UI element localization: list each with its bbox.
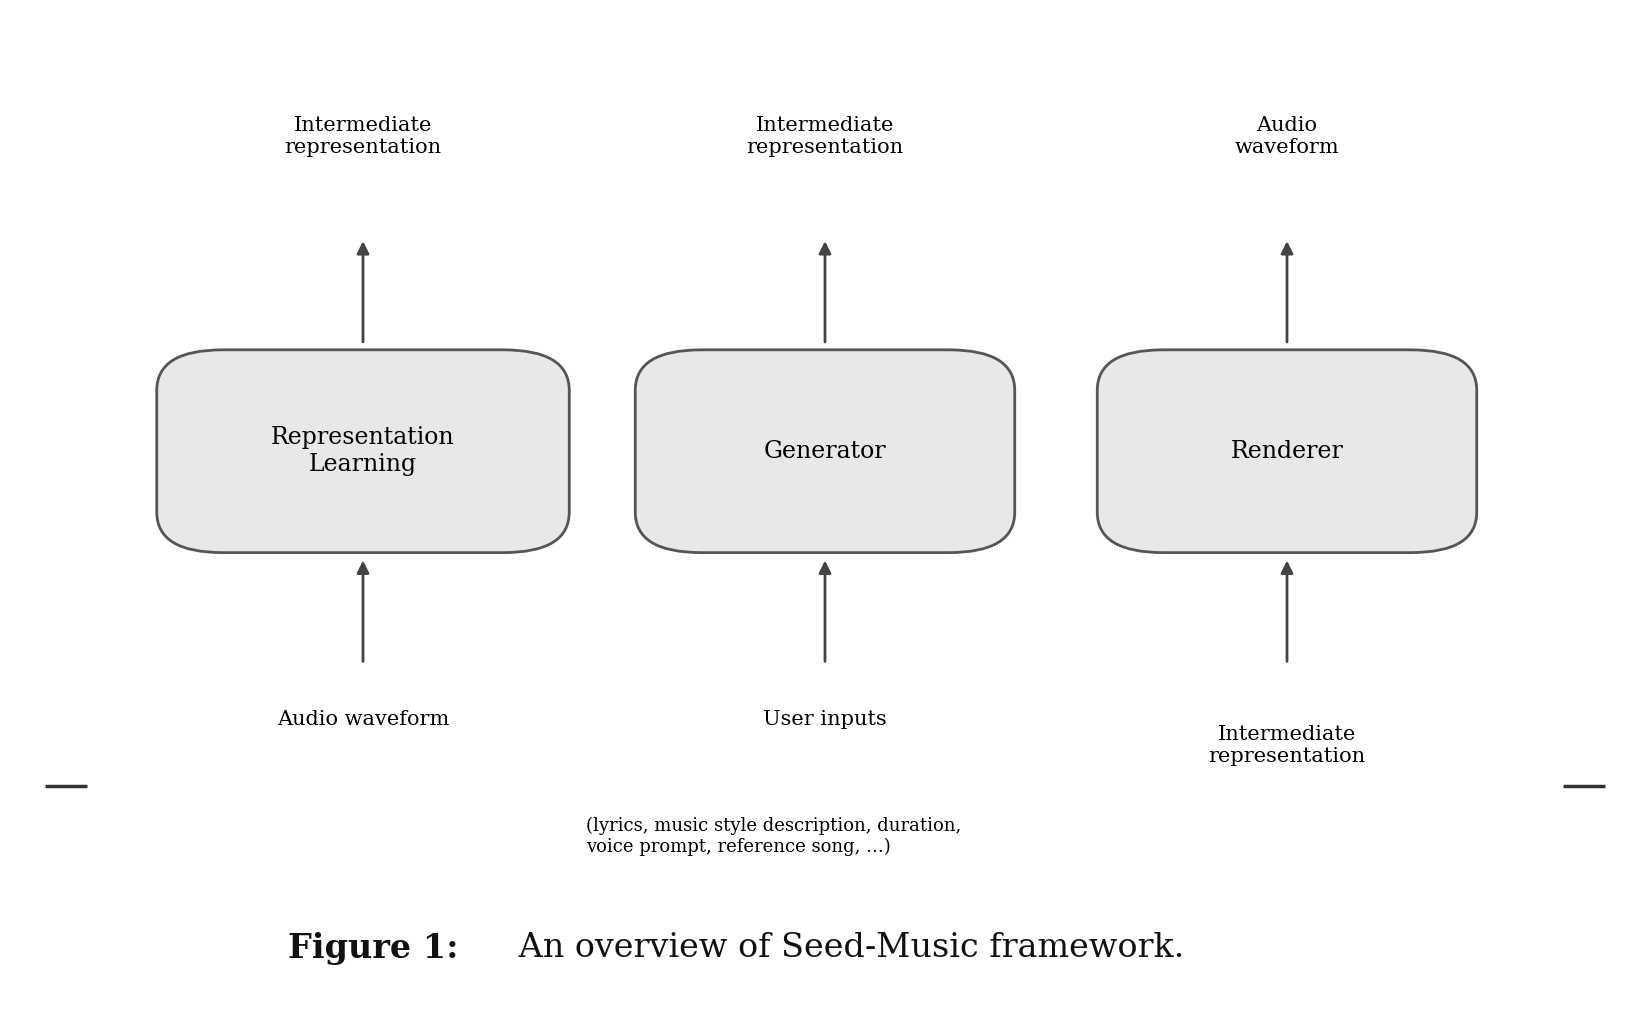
- Text: An overview of Seed-Music framework.: An overview of Seed-Music framework.: [508, 932, 1185, 964]
- Text: Figure 1:: Figure 1:: [289, 932, 459, 964]
- Text: Intermediate
representation: Intermediate representation: [284, 117, 442, 157]
- Text: Representation
Learning: Representation Learning: [271, 427, 455, 476]
- Text: Intermediate
representation: Intermediate representation: [746, 117, 904, 157]
- Text: (lyrics, music style description, duration,
voice prompt, reference song, ...): (lyrics, music style description, durati…: [586, 817, 960, 856]
- FancyBboxPatch shape: [635, 350, 1015, 553]
- Text: Generator: Generator: [764, 440, 886, 462]
- FancyBboxPatch shape: [1097, 350, 1477, 553]
- Text: Audio waveform: Audio waveform: [277, 711, 449, 729]
- FancyBboxPatch shape: [157, 350, 569, 553]
- Text: Renderer: Renderer: [1231, 440, 1343, 462]
- Text: Intermediate
representation: Intermediate representation: [1208, 725, 1366, 766]
- Text: User inputs: User inputs: [762, 711, 888, 729]
- Text: Audio
waveform: Audio waveform: [1234, 117, 1340, 157]
